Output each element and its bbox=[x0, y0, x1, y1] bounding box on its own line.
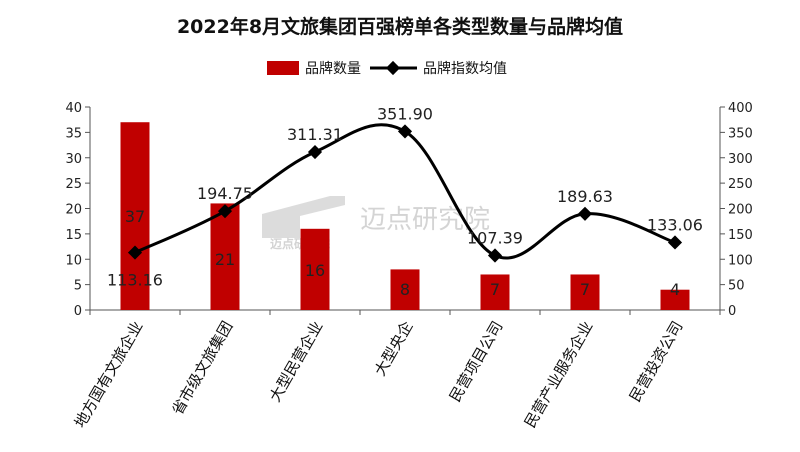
y-right-tick-label: 100 bbox=[728, 253, 753, 268]
x-category-label: 省市级文旅集团 bbox=[168, 318, 236, 418]
bar-2 bbox=[300, 228, 330, 310]
y-right-tick-label: 400 bbox=[728, 101, 753, 116]
x-category-label: 地方国有文旅企业 bbox=[71, 318, 147, 431]
line-data-label: 113.16 bbox=[107, 271, 163, 290]
chart-title: 2022年8月文旅集团百强榜单各类型数量与品牌均值 bbox=[177, 15, 623, 38]
y-right-tick-label: 150 bbox=[728, 228, 753, 243]
y-left-tick-label: 0 bbox=[74, 304, 82, 319]
y-right-tick-label: 300 bbox=[728, 152, 753, 167]
legend-swatch-bar bbox=[267, 61, 299, 75]
legend-label-bar: 品牌数量 bbox=[305, 60, 361, 77]
y-right-tick-label: 350 bbox=[728, 126, 753, 141]
line-data-label: 189.63 bbox=[557, 187, 613, 206]
y-left-tick-label: 5 bbox=[74, 279, 82, 294]
watermark-logo-shape bbox=[262, 196, 345, 238]
x-category-label: 大型民营企业 bbox=[266, 318, 327, 405]
bar-data-label: 7 bbox=[490, 280, 500, 299]
bar-data-label: 16 bbox=[305, 261, 325, 280]
line-data-label: 351.90 bbox=[377, 104, 433, 123]
plot-area: 0510152025303540050100150200250300350400… bbox=[65, 101, 752, 431]
bar-5 bbox=[570, 274, 600, 310]
bar-data-label: 8 bbox=[400, 280, 410, 299]
bar-1 bbox=[210, 203, 240, 310]
y-left-tick-label: 20 bbox=[65, 203, 82, 218]
bar-data-label: 7 bbox=[580, 280, 590, 299]
x-category-label: 民营投资公司 bbox=[626, 318, 687, 405]
y-right-tick-label: 200 bbox=[728, 203, 753, 218]
y-left-tick-label: 25 bbox=[65, 177, 82, 192]
bar-data-label: 4 bbox=[670, 280, 680, 299]
line-data-label: 133.06 bbox=[647, 215, 703, 234]
bar-data-label: 21 bbox=[215, 250, 235, 269]
legend-label-line: 品牌指数均值 bbox=[423, 60, 507, 77]
bar-6 bbox=[660, 289, 690, 310]
bar-4 bbox=[480, 274, 510, 310]
line-marker-4 bbox=[487, 248, 503, 263]
y-left-tick-label: 10 bbox=[65, 253, 82, 268]
legend: 品牌数量 品牌指数均值 bbox=[267, 60, 507, 77]
y-left-tick-label: 35 bbox=[65, 126, 82, 141]
bar-data-label: 37 bbox=[125, 207, 145, 226]
line-marker-3 bbox=[397, 124, 413, 139]
y-right-tick-label: 0 bbox=[728, 304, 736, 319]
y-left-tick-label: 40 bbox=[65, 101, 82, 116]
line-marker-5 bbox=[577, 206, 593, 221]
line-data-label: 107.39 bbox=[467, 228, 523, 247]
y-right-tick-label: 250 bbox=[728, 177, 753, 192]
x-category-label: 大型央企 bbox=[371, 318, 417, 379]
watermark-text: 迈点研究院 bbox=[360, 205, 490, 235]
line-data-label: 194.75 bbox=[197, 184, 253, 203]
y-left-tick-label: 30 bbox=[65, 152, 82, 167]
y-right-tick-label: 50 bbox=[728, 279, 745, 294]
line-marker-1 bbox=[217, 204, 233, 219]
bar-0 bbox=[120, 122, 150, 310]
legend-swatch-marker bbox=[385, 60, 401, 76]
line-data-label: 311.31 bbox=[287, 125, 343, 144]
line-marker-2 bbox=[307, 144, 323, 160]
x-category-label: 民营产业服务企业 bbox=[521, 318, 597, 431]
x-category-label: 民营项目公司 bbox=[446, 318, 507, 405]
line-marker-6 bbox=[667, 235, 683, 250]
y-left-tick-label: 15 bbox=[65, 228, 82, 243]
bar-3 bbox=[390, 269, 420, 310]
